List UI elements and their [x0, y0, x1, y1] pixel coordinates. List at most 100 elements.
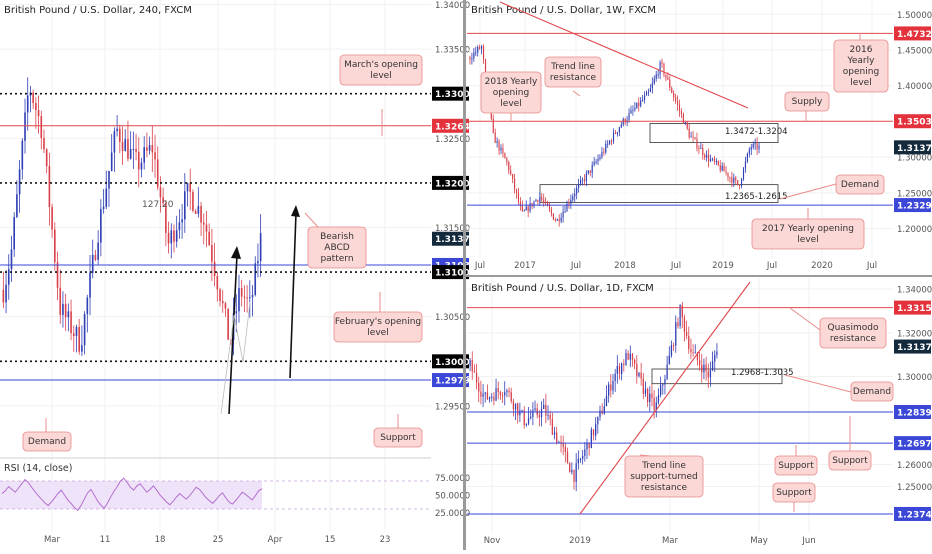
- candle-body: [521, 410, 523, 412]
- candle-body: [579, 180, 582, 184]
- callout-support-3: Support: [776, 488, 812, 498]
- candle-body: [259, 233, 262, 262]
- candle-body: [105, 188, 108, 207]
- callout-line: March's opening: [344, 60, 418, 70]
- candle-body: [717, 161, 719, 166]
- price-tick: 1.20000: [897, 225, 932, 235]
- candle-body: [249, 297, 251, 299]
- candle-body: [746, 153, 748, 162]
- candle-body: [655, 74, 657, 79]
- candle-body: [181, 219, 183, 223]
- callout-pointer: [572, 90, 581, 97]
- candle-body: [584, 449, 586, 456]
- candle-body: [482, 46, 485, 60]
- callout-line: opening: [493, 88, 529, 98]
- callout-trendline: Trend line resistance: [550, 62, 597, 83]
- candle-body: [243, 296, 246, 298]
- candle-body: [521, 205, 523, 211]
- time-tick: 2019: [712, 261, 734, 271]
- price-label-bg: [432, 373, 469, 388]
- candle-body: [496, 141, 498, 143]
- candle-body: [569, 463, 571, 473]
- candle-body: [486, 392, 489, 400]
- candle-body: [45, 149, 48, 167]
- zone-label: 1.2365-1.2615: [725, 192, 788, 202]
- candle-body: [683, 317, 686, 332]
- candle-body: [162, 197, 164, 204]
- price-label-bg: [894, 26, 931, 41]
- candle-body: [646, 388, 649, 403]
- candle-body: [566, 203, 568, 212]
- candle-body: [560, 217, 562, 222]
- callout-box: [828, 450, 872, 471]
- candle-body: [716, 351, 718, 355]
- candle-body: [651, 393, 653, 398]
- candle-body: [211, 244, 213, 262]
- candle-body: [713, 158, 715, 162]
- candle-body: [224, 303, 227, 309]
- callout-box: [850, 381, 894, 402]
- callout-feb-open: February's opening level: [335, 317, 421, 338]
- trendline-resistance: [499, 1, 749, 109]
- time-tick: Jul: [766, 261, 777, 271]
- candle-body: [670, 345, 673, 356]
- callout-box: [751, 218, 865, 250]
- candle-body: [585, 173, 587, 182]
- candle-body: [727, 172, 729, 178]
- candle-body: [477, 47, 479, 53]
- price-tick: 1.32500: [435, 135, 470, 145]
- price-label-bg: [894, 436, 931, 451]
- callout-line: Support: [380, 433, 416, 443]
- candle-body: [709, 159, 712, 162]
- projection-arrow-line: [289, 212, 297, 379]
- candle-body: [475, 52, 477, 54]
- callout-line: Demand: [28, 437, 66, 447]
- callout-line: 2018 Yearly: [485, 77, 538, 87]
- time-tick: 2018: [614, 261, 636, 271]
- candle-body: [502, 147, 504, 154]
- candle-body: [70, 311, 72, 334]
- candle-body: [625, 352, 627, 365]
- candle-body: [562, 443, 564, 447]
- candle-body: [501, 395, 504, 397]
- chart-title: British Pound / U.S. Dollar, 1W, FXCM: [471, 5, 656, 16]
- candle-body: [576, 187, 578, 194]
- candle-body: [589, 170, 591, 173]
- callout-demand: Demand: [28, 437, 66, 447]
- callout-pointer: [779, 183, 837, 200]
- candle-body: [91, 254, 94, 273]
- callout-line: level: [797, 235, 818, 245]
- candle-body: [572, 196, 574, 201]
- time-tick: Nov: [484, 536, 501, 546]
- price-tick: 1.40000: [897, 82, 932, 92]
- zone-label: 1.3472-1.3204: [725, 127, 788, 137]
- candle-body: [202, 222, 205, 225]
- rsi-band: [0, 481, 262, 509]
- time-tick: Jul: [670, 261, 681, 271]
- candle-body: [659, 62, 661, 75]
- candle-body: [494, 132, 496, 143]
- callout-box: [833, 39, 889, 93]
- candle-body: [94, 254, 97, 260]
- candle-body: [546, 201, 549, 206]
- candle-body: [740, 179, 743, 187]
- candle-body: [97, 242, 99, 260]
- price-label: 1.31374: [897, 144, 932, 154]
- candle-body: [469, 57, 471, 60]
- candle-body: [219, 289, 221, 301]
- zone-box: [649, 123, 779, 143]
- candle-body: [525, 206, 527, 211]
- candle-body: [5, 284, 7, 303]
- candle-body: [692, 136, 694, 138]
- callout-line: ABCD: [324, 243, 349, 253]
- horizontal-divider: [466, 275, 932, 277]
- time-tick: Jun: [801, 536, 815, 546]
- candle-body: [86, 297, 89, 315]
- candle-body: [506, 390, 508, 393]
- candle-body: [519, 202, 521, 206]
- time-tick: 2019: [569, 536, 591, 546]
- callout-line: level: [370, 71, 391, 81]
- candle-body: [675, 97, 677, 101]
- candle-body: [75, 327, 78, 336]
- candle-body: [512, 174, 514, 179]
